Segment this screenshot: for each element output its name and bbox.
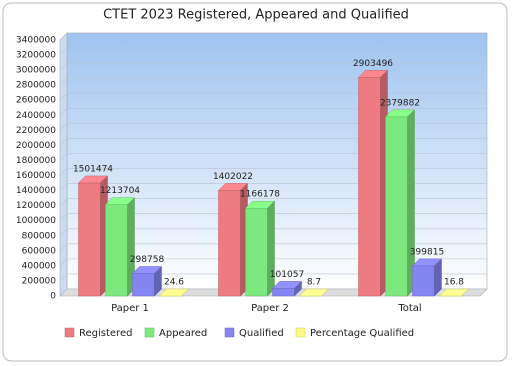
y-tick-label: 2600000 [16, 96, 56, 106]
grid-line [59, 258, 487, 267]
bar [438, 288, 470, 297]
y-tick-label: 1600000 [16, 171, 56, 181]
value-label: 24.6 [164, 277, 184, 287]
bar [271, 280, 303, 297]
bar [411, 258, 443, 297]
grid-line [59, 92, 487, 101]
grid-line [59, 153, 487, 161]
bar-side [434, 258, 442, 297]
y-tick-label: 1800000 [16, 156, 56, 166]
y-tick-label: 600000 [22, 246, 57, 256]
bar [104, 197, 136, 297]
bar-side [321, 288, 329, 297]
chart-title: CTET 2023 Registered, Appeared and Quali… [103, 8, 409, 23]
bar-side [267, 200, 275, 297]
bar-front [385, 116, 408, 297]
grid-line [59, 198, 487, 206]
grid-line [59, 47, 487, 56]
bar-side [181, 288, 189, 297]
bar [131, 265, 163, 297]
bar [158, 288, 190, 297]
grid-line [59, 228, 487, 236]
bar-front [245, 207, 268, 297]
y-tick-label: 3000000 [16, 66, 56, 76]
grid-line [59, 107, 487, 116]
bar [298, 288, 330, 297]
grid-line [59, 273, 487, 282]
y-tick-label: 1400000 [16, 186, 56, 196]
y-tick-label: 2400000 [16, 111, 56, 121]
y-tick-label: 1000000 [16, 216, 56, 226]
y-tick-label: 0 [50, 292, 56, 302]
x-tick-label: Paper 2 [251, 303, 289, 314]
grid-line [59, 138, 487, 146]
bar-front [105, 204, 128, 297]
legend-swatch [224, 327, 235, 338]
legend-label: Appeared [159, 328, 207, 339]
value-label: 1402022 [213, 172, 253, 182]
value-label: 8.7 [307, 277, 321, 287]
bar-front [132, 273, 155, 297]
y-tick-label: 800000 [22, 231, 57, 241]
grid-line [59, 183, 487, 191]
plot-background [66, 32, 488, 290]
value-label: 1501474 [73, 164, 113, 174]
legend-swatch [295, 327, 306, 338]
legend-swatch [144, 327, 155, 338]
bar-side [461, 288, 469, 297]
value-label: 101057 [270, 270, 304, 280]
left-wall [59, 32, 68, 297]
grid-line [59, 32, 487, 41]
bar [244, 200, 276, 297]
y-tick-label: 2200000 [16, 126, 56, 136]
value-label: 399815 [410, 247, 444, 257]
grid-line [59, 168, 487, 176]
bar-front [218, 190, 241, 297]
value-label: 1166178 [240, 190, 280, 200]
y-tick-label: 400000 [22, 261, 57, 271]
y-tick-label: 3400000 [16, 36, 56, 46]
value-label: 298758 [130, 255, 165, 265]
bar-front [412, 265, 435, 297]
value-label: 1213704 [100, 186, 140, 196]
legend-label: Qualified [239, 328, 284, 339]
bar-front [78, 182, 101, 297]
y-tick-label: 1200000 [16, 201, 56, 211]
grid-line [59, 62, 487, 71]
bar-front [358, 77, 381, 297]
y-tick-label: 2000000 [16, 141, 56, 151]
bar-side [154, 265, 162, 297]
grid-line [59, 288, 487, 297]
x-tick-label: Total [397, 303, 421, 314]
y-tick-label: 200000 [22, 276, 57, 286]
value-label: 2379882 [380, 98, 420, 108]
grid-line [59, 243, 487, 252]
bar [217, 182, 249, 297]
bar [384, 109, 416, 297]
legend-label: Registered [79, 328, 132, 339]
grid-line [59, 123, 487, 131]
legend-label: Percentage Qualified [310, 328, 414, 339]
grid-line [59, 213, 487, 221]
y-tick-label: 2800000 [16, 81, 56, 91]
x-tick-label: Paper 1 [111, 303, 149, 314]
value-label: 2903496 [353, 59, 393, 69]
bar-front [272, 288, 295, 297]
bar-side [294, 280, 302, 297]
legend-swatch [64, 327, 75, 338]
grid-line [59, 77, 487, 86]
value-label: 16.8 [444, 277, 464, 287]
y-tick-label: 3200000 [16, 51, 56, 61]
